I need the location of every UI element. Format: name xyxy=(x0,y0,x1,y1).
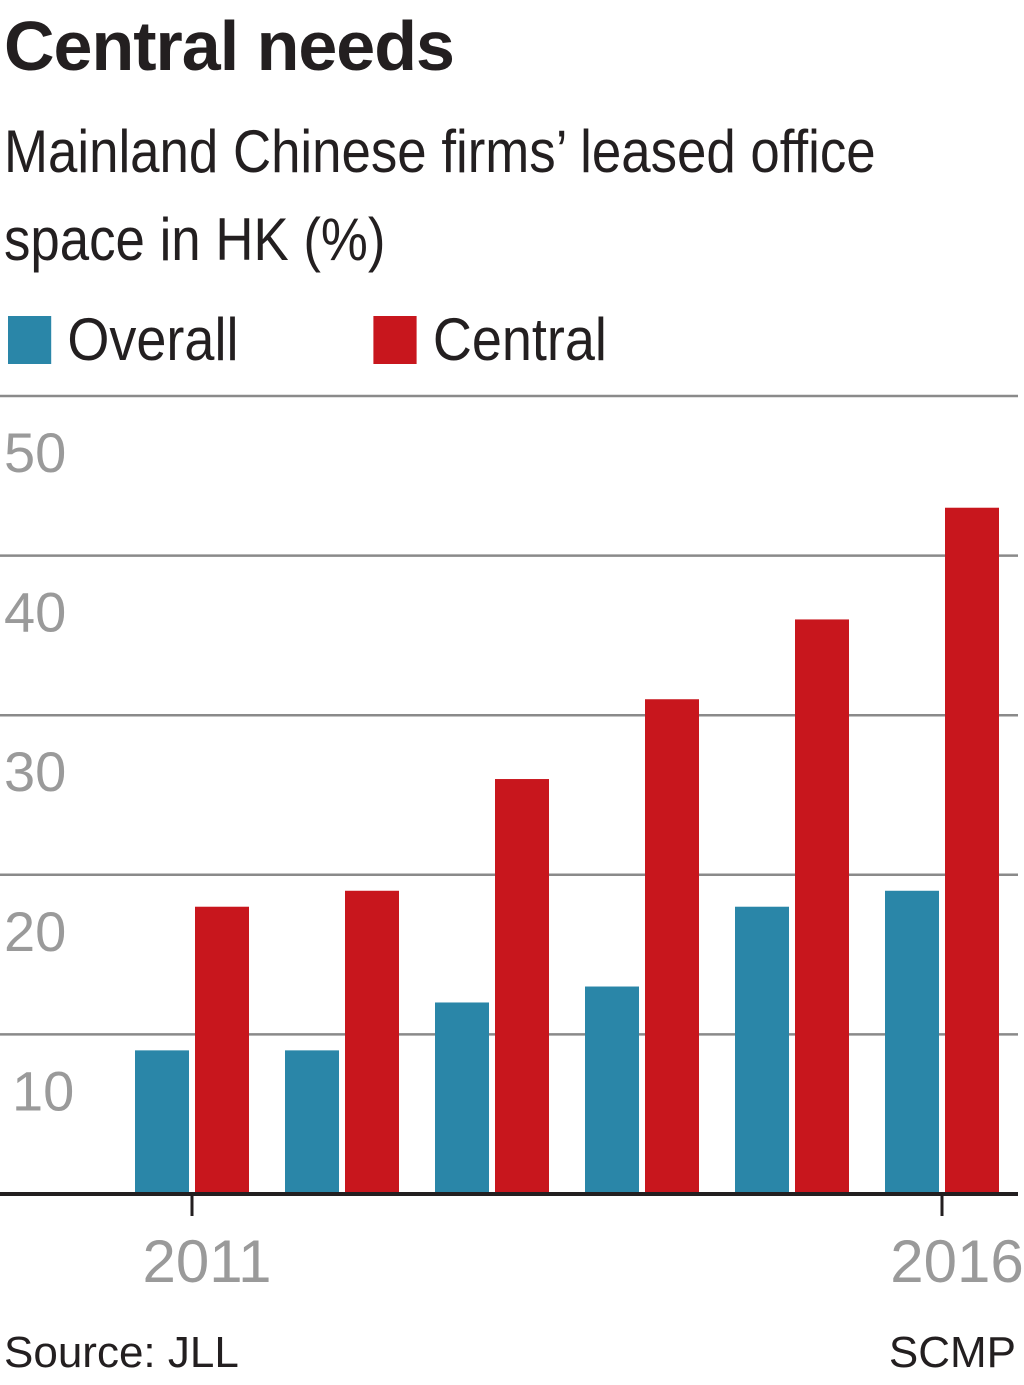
x-tick-label: 2011 xyxy=(142,1228,271,1295)
bar-overall-2015 xyxy=(735,906,789,1194)
legend: Overall Central xyxy=(8,305,742,374)
bar-overall-2013 xyxy=(435,1002,489,1194)
y-tick-label: 50 xyxy=(4,421,66,484)
bar-central-2012 xyxy=(345,890,399,1194)
legend-label-central: Central xyxy=(432,306,607,373)
y-tick-label: 20 xyxy=(4,900,66,963)
bar-central-2014 xyxy=(645,699,699,1194)
x-tick-label: 2016 xyxy=(890,1228,1023,1295)
bar-central-2016 xyxy=(945,507,999,1195)
credit: SCMP xyxy=(888,1328,1016,1377)
bar-overall-2011 xyxy=(135,1050,189,1194)
legend-item-overall: Overall xyxy=(8,305,238,374)
bar-central-2011 xyxy=(195,906,249,1194)
chart-subtitle: Mainland Chinese firms’ leased office sp… xyxy=(4,118,876,273)
bar-central-2015 xyxy=(795,619,849,1194)
y-tick-label: 40 xyxy=(4,581,66,644)
y-tick-label: 10 xyxy=(12,1059,74,1122)
chart-title: Central needs xyxy=(4,7,455,85)
legend-swatch-central xyxy=(373,315,417,364)
bar-central-2013 xyxy=(495,779,549,1194)
legend-swatch-overall xyxy=(8,315,52,364)
bar-overall-2012 xyxy=(285,1050,339,1194)
legend-label-overall: Overall xyxy=(67,306,239,373)
y-tick-label: 30 xyxy=(4,740,66,803)
source-note: Source: JLL xyxy=(4,1328,239,1377)
bar-overall-2014 xyxy=(585,986,639,1194)
legend-item-central: Central xyxy=(373,305,607,374)
bar-overall-2016 xyxy=(885,890,939,1194)
